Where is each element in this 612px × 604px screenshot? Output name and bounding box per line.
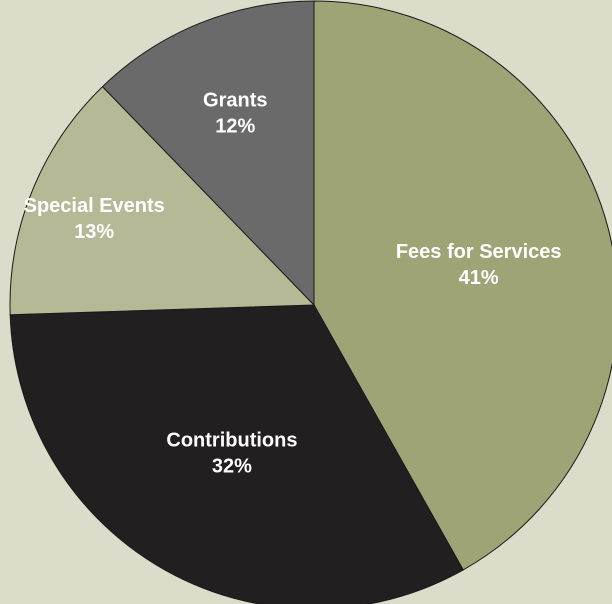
slice-value-grants: 12% <box>215 116 255 138</box>
slice-value-special-events: 13% <box>74 221 114 243</box>
pie-slice-special-events <box>9 85 316 316</box>
slice-value-contributions: 32% <box>212 456 252 478</box>
pie-labels: Fees for Services 41% Contributions 32% Spec… <box>24 90 562 478</box>
slice-label-grants: Grants <box>203 90 267 112</box>
slice-label-special-events: Special Events <box>24 195 165 217</box>
pie-slice-contributions <box>9 304 464 604</box>
pie-slice-grants <box>101 0 315 307</box>
slice-value-fees-for-services: 41% <box>459 267 499 289</box>
pie-slices <box>9 0 612 604</box>
pie-slice-fees-for-services <box>313 0 612 571</box>
slice-label-fees-for-services: Fees for Services <box>396 241 562 263</box>
slice-label-contributions: Contributions <box>166 430 297 452</box>
